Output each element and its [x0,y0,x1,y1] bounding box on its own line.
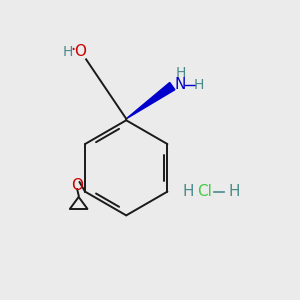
Text: ·: · [71,41,76,59]
Text: Cl: Cl [198,184,212,199]
Text: N: N [174,77,185,92]
Text: H: H [229,184,240,199]
Text: O: O [71,178,83,193]
Text: O: O [74,44,86,59]
Text: H: H [176,66,186,80]
Text: H: H [62,45,73,59]
Polygon shape [126,82,175,119]
Text: H: H [183,184,194,199]
Text: H: H [194,78,204,92]
